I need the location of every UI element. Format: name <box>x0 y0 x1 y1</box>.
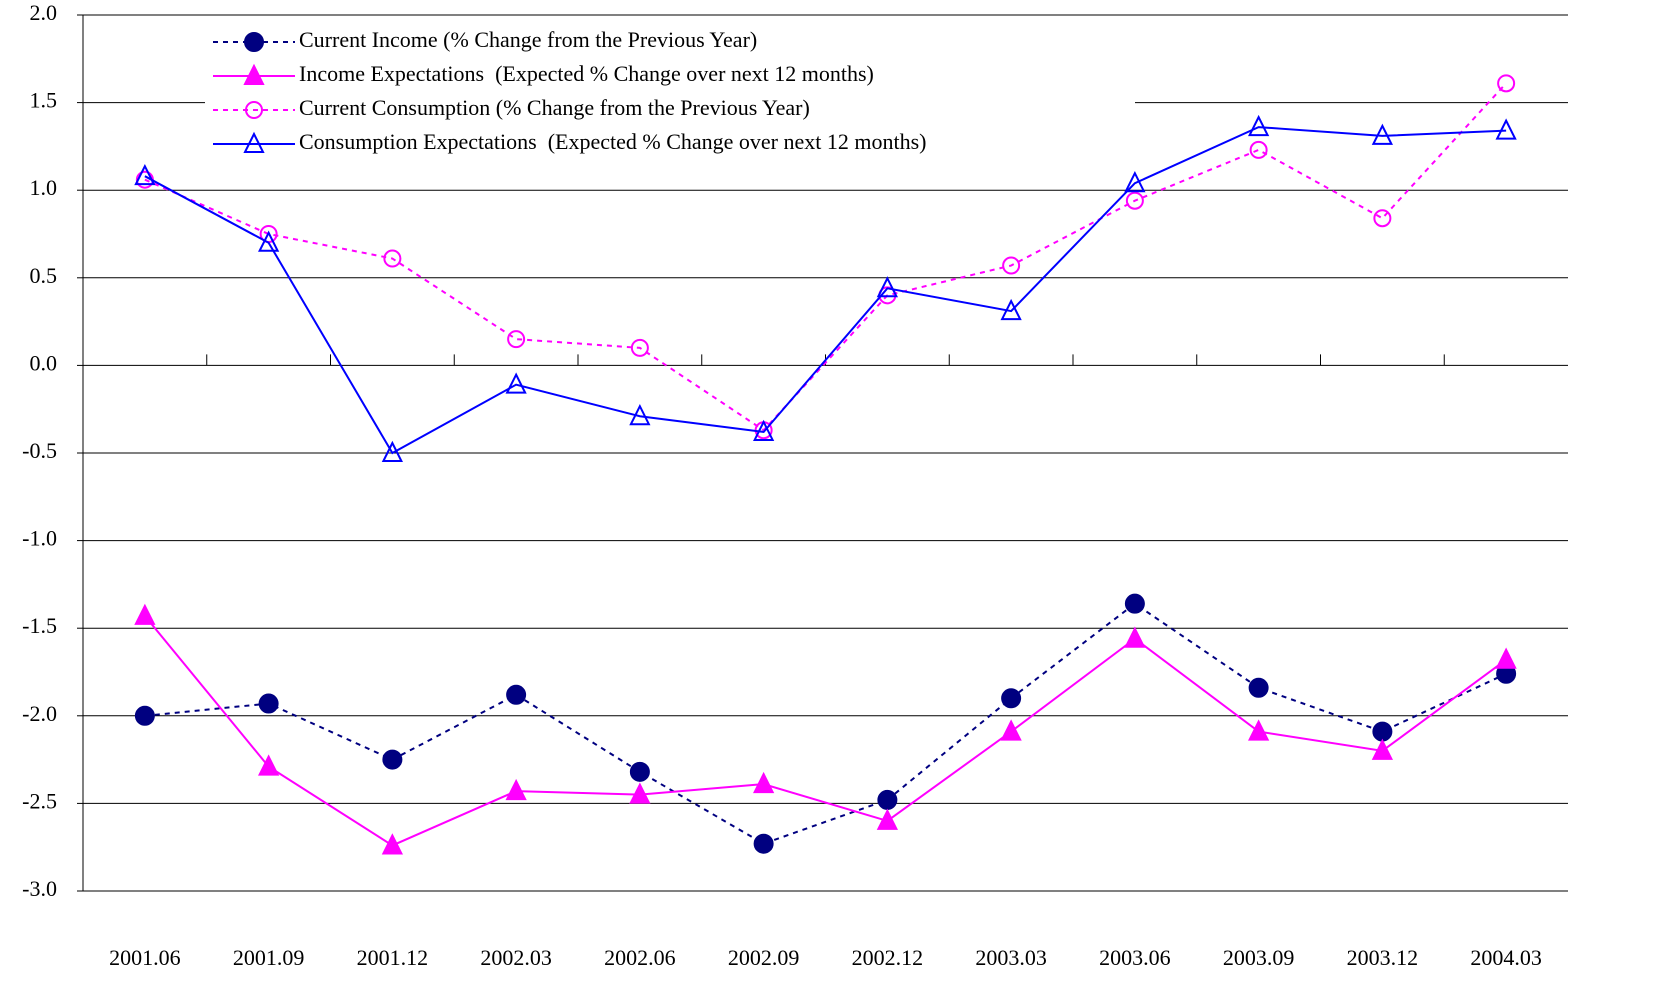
data-point <box>382 749 403 770</box>
y-tick-label: -2.5 <box>22 788 57 813</box>
data-point <box>1248 114 1270 137</box>
data-point <box>876 276 898 298</box>
x-tick-label: 2001.06 <box>109 945 181 970</box>
data-point <box>258 230 280 252</box>
x-tick-label: 2002.09 <box>728 945 800 970</box>
data-point <box>1371 738 1393 760</box>
data-point <box>629 782 651 804</box>
y-tick-label: -1.0 <box>22 526 57 551</box>
y-tick-label: 0.5 <box>30 263 58 288</box>
data-point <box>753 833 774 854</box>
data-point <box>1497 74 1516 93</box>
data-point <box>1125 191 1144 210</box>
data-point <box>383 249 402 268</box>
data-point <box>134 705 155 726</box>
y-tick-label: 2.0 <box>30 0 58 25</box>
data-point <box>134 163 156 186</box>
legend-marker <box>243 131 265 153</box>
data-point <box>1495 118 1517 140</box>
data-point <box>1001 688 1022 709</box>
x-tick-label: 2002.12 <box>852 945 924 970</box>
legend-marker <box>243 63 265 85</box>
data-point <box>630 338 649 357</box>
data-point <box>258 693 279 714</box>
data-point <box>753 771 775 794</box>
data-point <box>381 440 403 462</box>
x-tick-label: 2003.09 <box>1223 945 1295 970</box>
data-point <box>1000 298 1022 321</box>
legend-background <box>205 26 1135 160</box>
series-line <box>144 602 1507 845</box>
y-tick-label: -0.5 <box>22 438 57 463</box>
legend-marker <box>245 101 263 119</box>
data-point <box>505 372 527 394</box>
y-tick-label: -2.0 <box>22 701 57 726</box>
data-point <box>1373 209 1392 228</box>
x-tick-label: 2003.03 <box>975 945 1047 970</box>
data-point <box>1371 123 1393 145</box>
x-tick-label: 2004.03 <box>1470 945 1542 970</box>
x-tick-label: 2002.06 <box>604 945 676 970</box>
data-point <box>381 833 403 855</box>
legend-marker <box>244 32 264 52</box>
data-point <box>1002 256 1021 275</box>
series-line <box>144 126 1507 455</box>
legend-label: Consumption Expectations (Expected % Cha… <box>299 129 926 154</box>
data-point <box>1248 719 1270 741</box>
y-tick-label: -1.5 <box>22 613 57 638</box>
y-tick-label: -3.0 <box>22 876 57 901</box>
y-tick-label: 1.5 <box>30 88 58 113</box>
data-point <box>258 754 280 776</box>
data-point <box>753 419 775 441</box>
data-point <box>1124 626 1146 648</box>
data-point <box>629 761 650 782</box>
y-tick-label: 1.0 <box>30 175 58 200</box>
x-tick-label: 2001.12 <box>357 945 429 970</box>
legend-label: Income Expectations (Expected % Change o… <box>299 61 874 86</box>
data-point <box>1495 647 1517 669</box>
data-point <box>1000 719 1022 741</box>
data-point <box>134 603 156 625</box>
data-point <box>505 778 527 801</box>
legend-label: Current Income (% Change from the Previo… <box>299 27 757 52</box>
data-point <box>1124 593 1145 614</box>
x-tick-label: 2001.09 <box>233 945 305 970</box>
data-point <box>1372 721 1393 742</box>
data-point <box>876 808 898 830</box>
series-line <box>144 615 1507 847</box>
data-point <box>506 684 527 705</box>
x-tick-label: 2002.03 <box>480 945 552 970</box>
data-point <box>1248 677 1269 698</box>
legend: Current Income (% Change from the Previo… <box>205 26 1135 160</box>
data-point <box>1249 140 1268 159</box>
legend-label: Current Consumption (% Change from the P… <box>299 95 810 120</box>
x-tick-label: 2003.06 <box>1099 945 1171 970</box>
data-point <box>629 403 651 426</box>
x-tick-label: 2003.12 <box>1347 945 1419 970</box>
y-tick-label: 0.0 <box>30 350 58 375</box>
data-point <box>1124 170 1146 193</box>
data-point <box>507 330 526 349</box>
series-line <box>144 82 1507 432</box>
data-point <box>877 789 898 810</box>
